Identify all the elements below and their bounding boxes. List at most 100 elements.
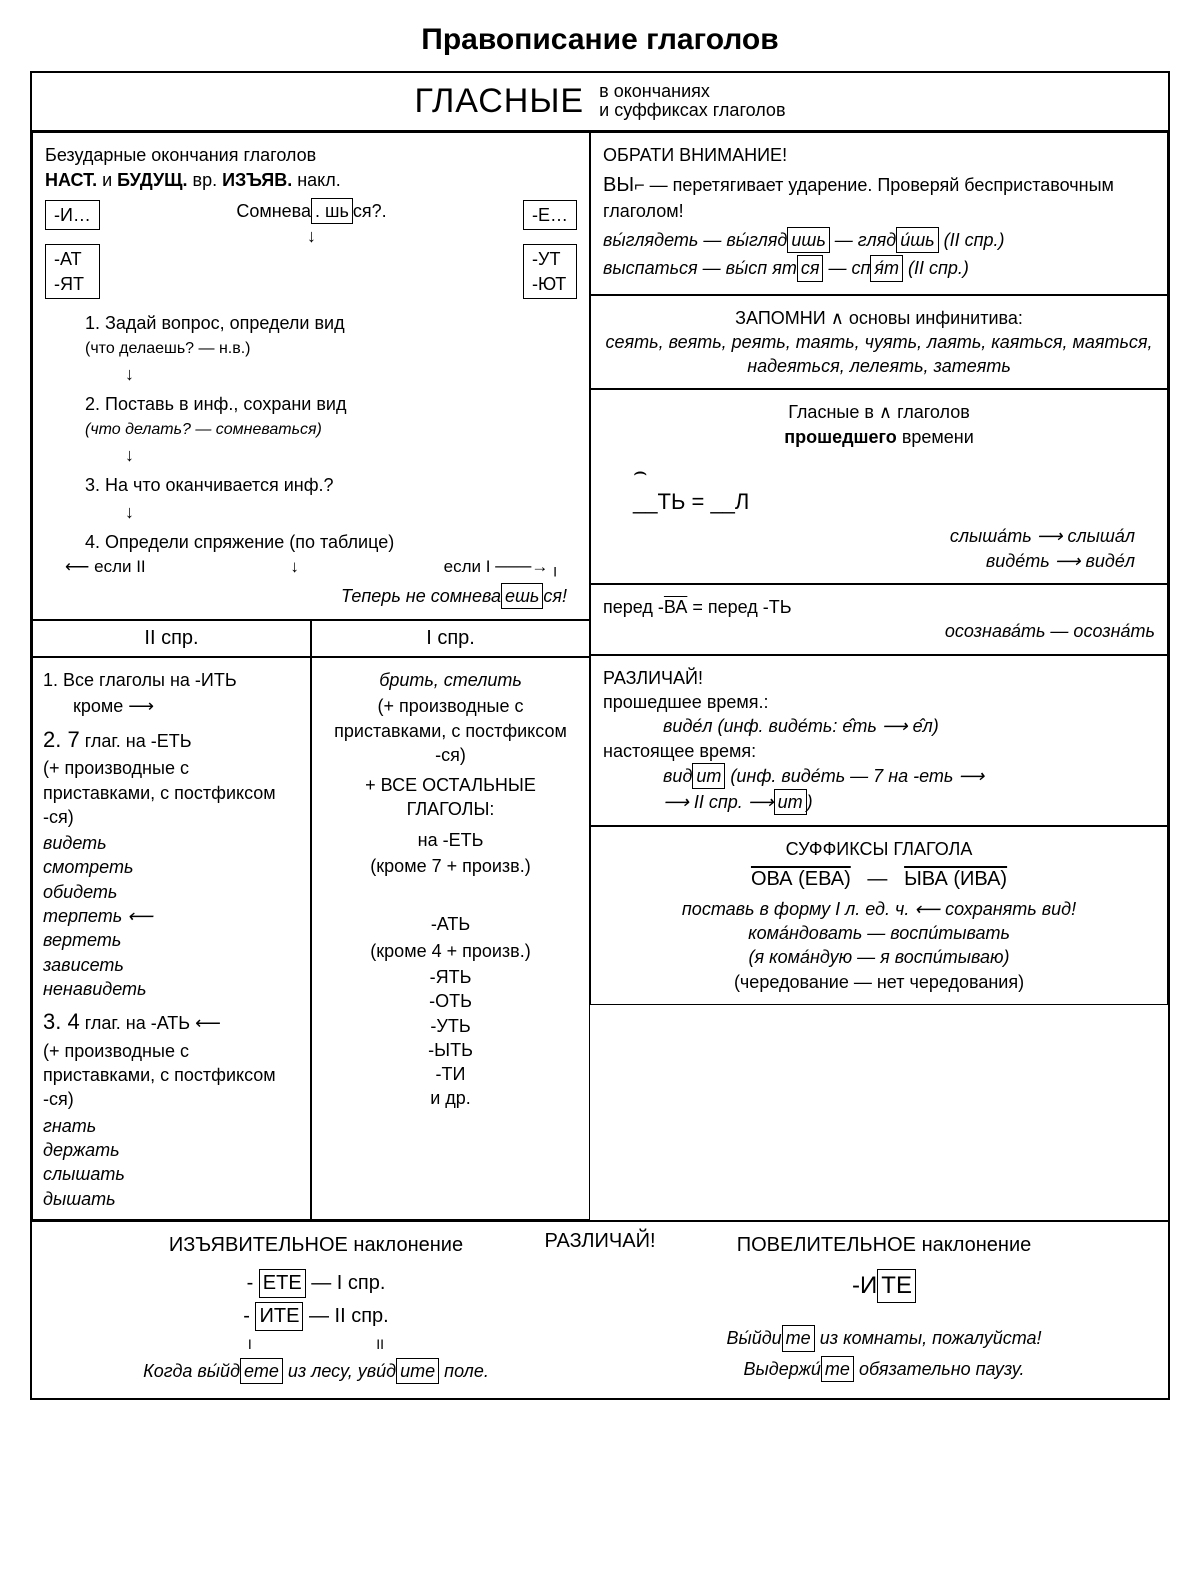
header-sub: в окончаниях и суффиксах глаголов	[599, 82, 785, 122]
yat: -ЯТ	[54, 274, 84, 294]
ite-box: ИТЕ	[255, 1302, 303, 1331]
th-i: I спр.	[311, 620, 590, 657]
right-ex1: Вы́йдите из комнаты, пожалуйста!	[614, 1325, 1154, 1351]
right-suffixes: -Е… -УТ -ЮТ	[523, 198, 577, 301]
r1-vy-pref: ВЫ	[603, 174, 634, 196]
e2b: ся	[797, 255, 824, 281]
r6-ex3: (чередование — нет чередования)	[603, 970, 1155, 994]
branch-i-mark: I	[553, 565, 557, 581]
branch-ii: если II	[94, 557, 146, 576]
e1d: и́шь	[896, 227, 938, 253]
intro2e: ИЗЪЯВ.	[222, 170, 292, 190]
th-ii: II спр.	[32, 620, 311, 657]
e1b: ишь	[787, 227, 829, 253]
at: -АТ	[54, 249, 82, 269]
branch-row: ⟵ если II ↓ если I ───→ I	[45, 556, 577, 583]
r3: Гласные в ∧ глаголов прошедшего времени …	[590, 389, 1168, 584]
ete-box: ЕТЕ	[259, 1269, 306, 1298]
i-et2: (кроме 7 + произв.)	[322, 854, 579, 878]
r6-title: СУФФИКСЫ ГЛАГОЛА	[603, 837, 1155, 861]
i-et: на -ЕТЬ	[322, 828, 579, 852]
result-line: Теперь не сомневаешься!	[45, 583, 577, 609]
r2-list: сеять, веять, реять, таять, чуять, лаять…	[603, 330, 1155, 379]
r6-yva: ЫВА (ИВА)	[904, 868, 1007, 890]
ii-3-list: гнать держать слышать дышать	[43, 1114, 300, 1211]
i-1a: брить, стелить	[322, 668, 579, 692]
ii-2b: (+ производные с приставками, с постфикс…	[43, 756, 300, 829]
r5-title: РАЗЛИЧАЙ!	[603, 666, 1155, 690]
intro: Безударные окончания глаголов НАСТ. и БУ…	[45, 143, 577, 192]
r4a: перед -	[603, 597, 664, 617]
e1c: — гляд	[830, 230, 896, 250]
rx1b: те	[782, 1325, 815, 1351]
lxc: из лесу, уви́д	[283, 1361, 396, 1381]
suffix-boxes-row: -И… -АТ -ЯТ Сомнева. шься?. ↓ -Е…	[45, 198, 577, 301]
step1: 1. Задай вопрос, определи вид (что делае…	[85, 311, 577, 360]
arc-icon: ⌢	[633, 459, 647, 484]
e2d: я́т	[870, 255, 903, 281]
left-mood-title: ИЗЪЯВИТЕЛЬНОЕ наклонение	[46, 1232, 586, 1259]
right-mood-title: ПОВЕЛИТЕЛЬНОЕ наклонение	[614, 1232, 1154, 1259]
list-item: -ТИ	[322, 1062, 579, 1086]
left-suffixes: -И… -АТ -ЯТ	[45, 198, 100, 301]
col-ii: 1. Все глаголы на -ИТЬ кроме ⟶ 2. 7 глаг…	[32, 657, 311, 1220]
box-at-yat: -АТ -ЯТ	[45, 244, 100, 299]
r4c: = перед -ТЬ	[687, 597, 791, 617]
page-title: Правописание глаголов	[30, 20, 1170, 61]
header-sub1: в окончаниях	[599, 81, 710, 101]
res-end: ся!	[543, 586, 567, 606]
intro2c: БУДУЩ.	[117, 170, 187, 190]
intro2d: вр.	[188, 170, 223, 190]
rx1a: Вы́йди	[726, 1328, 781, 1348]
r6: СУФФИКСЫ ГЛАГОЛА ОВА (ЕВА) — ЫВА (ИВА) п…	[590, 826, 1168, 1004]
list-item: держать	[43, 1138, 300, 1162]
lxb: ете	[240, 1358, 283, 1384]
arrow-3: ↓	[85, 500, 577, 524]
conj-body: 1. Все глаголы на -ИТЬ кроме ⟶ 2. 7 глаг…	[32, 657, 590, 1220]
left-example: Когда вы́йдете из лесу, уви́дите поле.	[46, 1358, 586, 1384]
i-list: -ЯТЬ -ОТЬ -УТЬ -ЫТЬ -ТИ и др.	[322, 965, 579, 1111]
list-item: -ЯТЬ	[322, 965, 579, 989]
r6ra: поставь в форму I л. ед. ч.	[682, 899, 914, 919]
r6rb: ⟵ сохранять вид!	[914, 899, 1076, 919]
p5f: )	[807, 792, 813, 812]
r6-rule: поставь в форму I л. ед. ч. ⟵ сохранять …	[603, 897, 1155, 921]
bottom-right: ПОВЕЛИТЕЛЬНОЕ наклонение -ИТЕ Вы́йдите и…	[600, 1222, 1168, 1398]
header-row: ГЛАСНЫЕ в окончаниях и суффиксах глаголо…	[32, 73, 1168, 133]
r5-pres-ex: видит (инф. виде́ть — 7 на -еть ⟶ ⟶ II с…	[603, 763, 1155, 816]
ete-conj: — I спр.	[306, 1272, 386, 1294]
r1-title: ОБРАТИ ВНИМАНИЕ!	[603, 143, 1155, 167]
list-item: -УТЬ	[322, 1014, 579, 1038]
ii-3b: (+ производные с приставками, с постфикс…	[43, 1039, 300, 1112]
box-ut-yut: -УТ -ЮТ	[523, 244, 577, 299]
ii-1: 1. Все глаголы на -ИТЬ	[43, 668, 300, 692]
r5-pres: настоящее время:	[603, 739, 1155, 763]
r1-ex1: вы́глядеть — вы́глядишь — гляди́шь (II с…	[603, 227, 1155, 253]
intro2b: и	[97, 170, 117, 190]
r6-ex2: (я кома́ндую — я воспи́тываю)	[603, 945, 1155, 969]
right-column: ОБРАТИ ВНИМАНИЕ! ВЫ⌐ — перетягивает удар…	[590, 132, 1168, 1220]
ut: -УТ	[532, 249, 560, 269]
step2-text: 2. Поставь в инф., сохрани вид	[85, 394, 346, 414]
i-1b: (+ производные с приставками, с постфикс…	[322, 694, 579, 767]
arrow-2: ↓	[85, 443, 577, 467]
i-at2: (кроме 4 + произв.)	[322, 939, 579, 963]
r3b: глаголов	[892, 402, 970, 422]
step1-note: (что делаешь? — н.в.)	[85, 340, 251, 357]
box-i: -И…	[45, 200, 100, 230]
i-2: + ВСЕ ОСТАЛЬНЫЕ ГЛАГОЛЫ:	[322, 773, 579, 822]
list-item: ненавидеть	[43, 977, 300, 1001]
list-item: смотреть	[43, 855, 300, 879]
step3: 3. На что оканчивается инф.?	[85, 473, 577, 497]
rx2a: Выдержи́	[744, 1359, 821, 1379]
p5c: (инф. виде́ть — 7 на -еть ⟶	[725, 766, 984, 786]
list-item: обидеть	[43, 880, 300, 904]
r6-suffixes: ОВА (ЕВА) — ЫВА (ИВА)	[603, 866, 1155, 893]
qb: . шь	[311, 198, 353, 224]
r5: РАЗЛИЧАЙ! прошедшее время.: виде́л (инф.…	[590, 655, 1168, 827]
arrow-0: ↓	[130, 224, 493, 248]
steps: 1. Задай вопрос, определи вид (что делае…	[45, 311, 577, 554]
e2e: (II спр.)	[903, 258, 969, 278]
step2-note: (что делать? — сомневаться)	[85, 421, 322, 438]
main-frame: ГЛАСНЫЕ в окончаниях и суффиксах глаголо…	[30, 71, 1170, 1401]
